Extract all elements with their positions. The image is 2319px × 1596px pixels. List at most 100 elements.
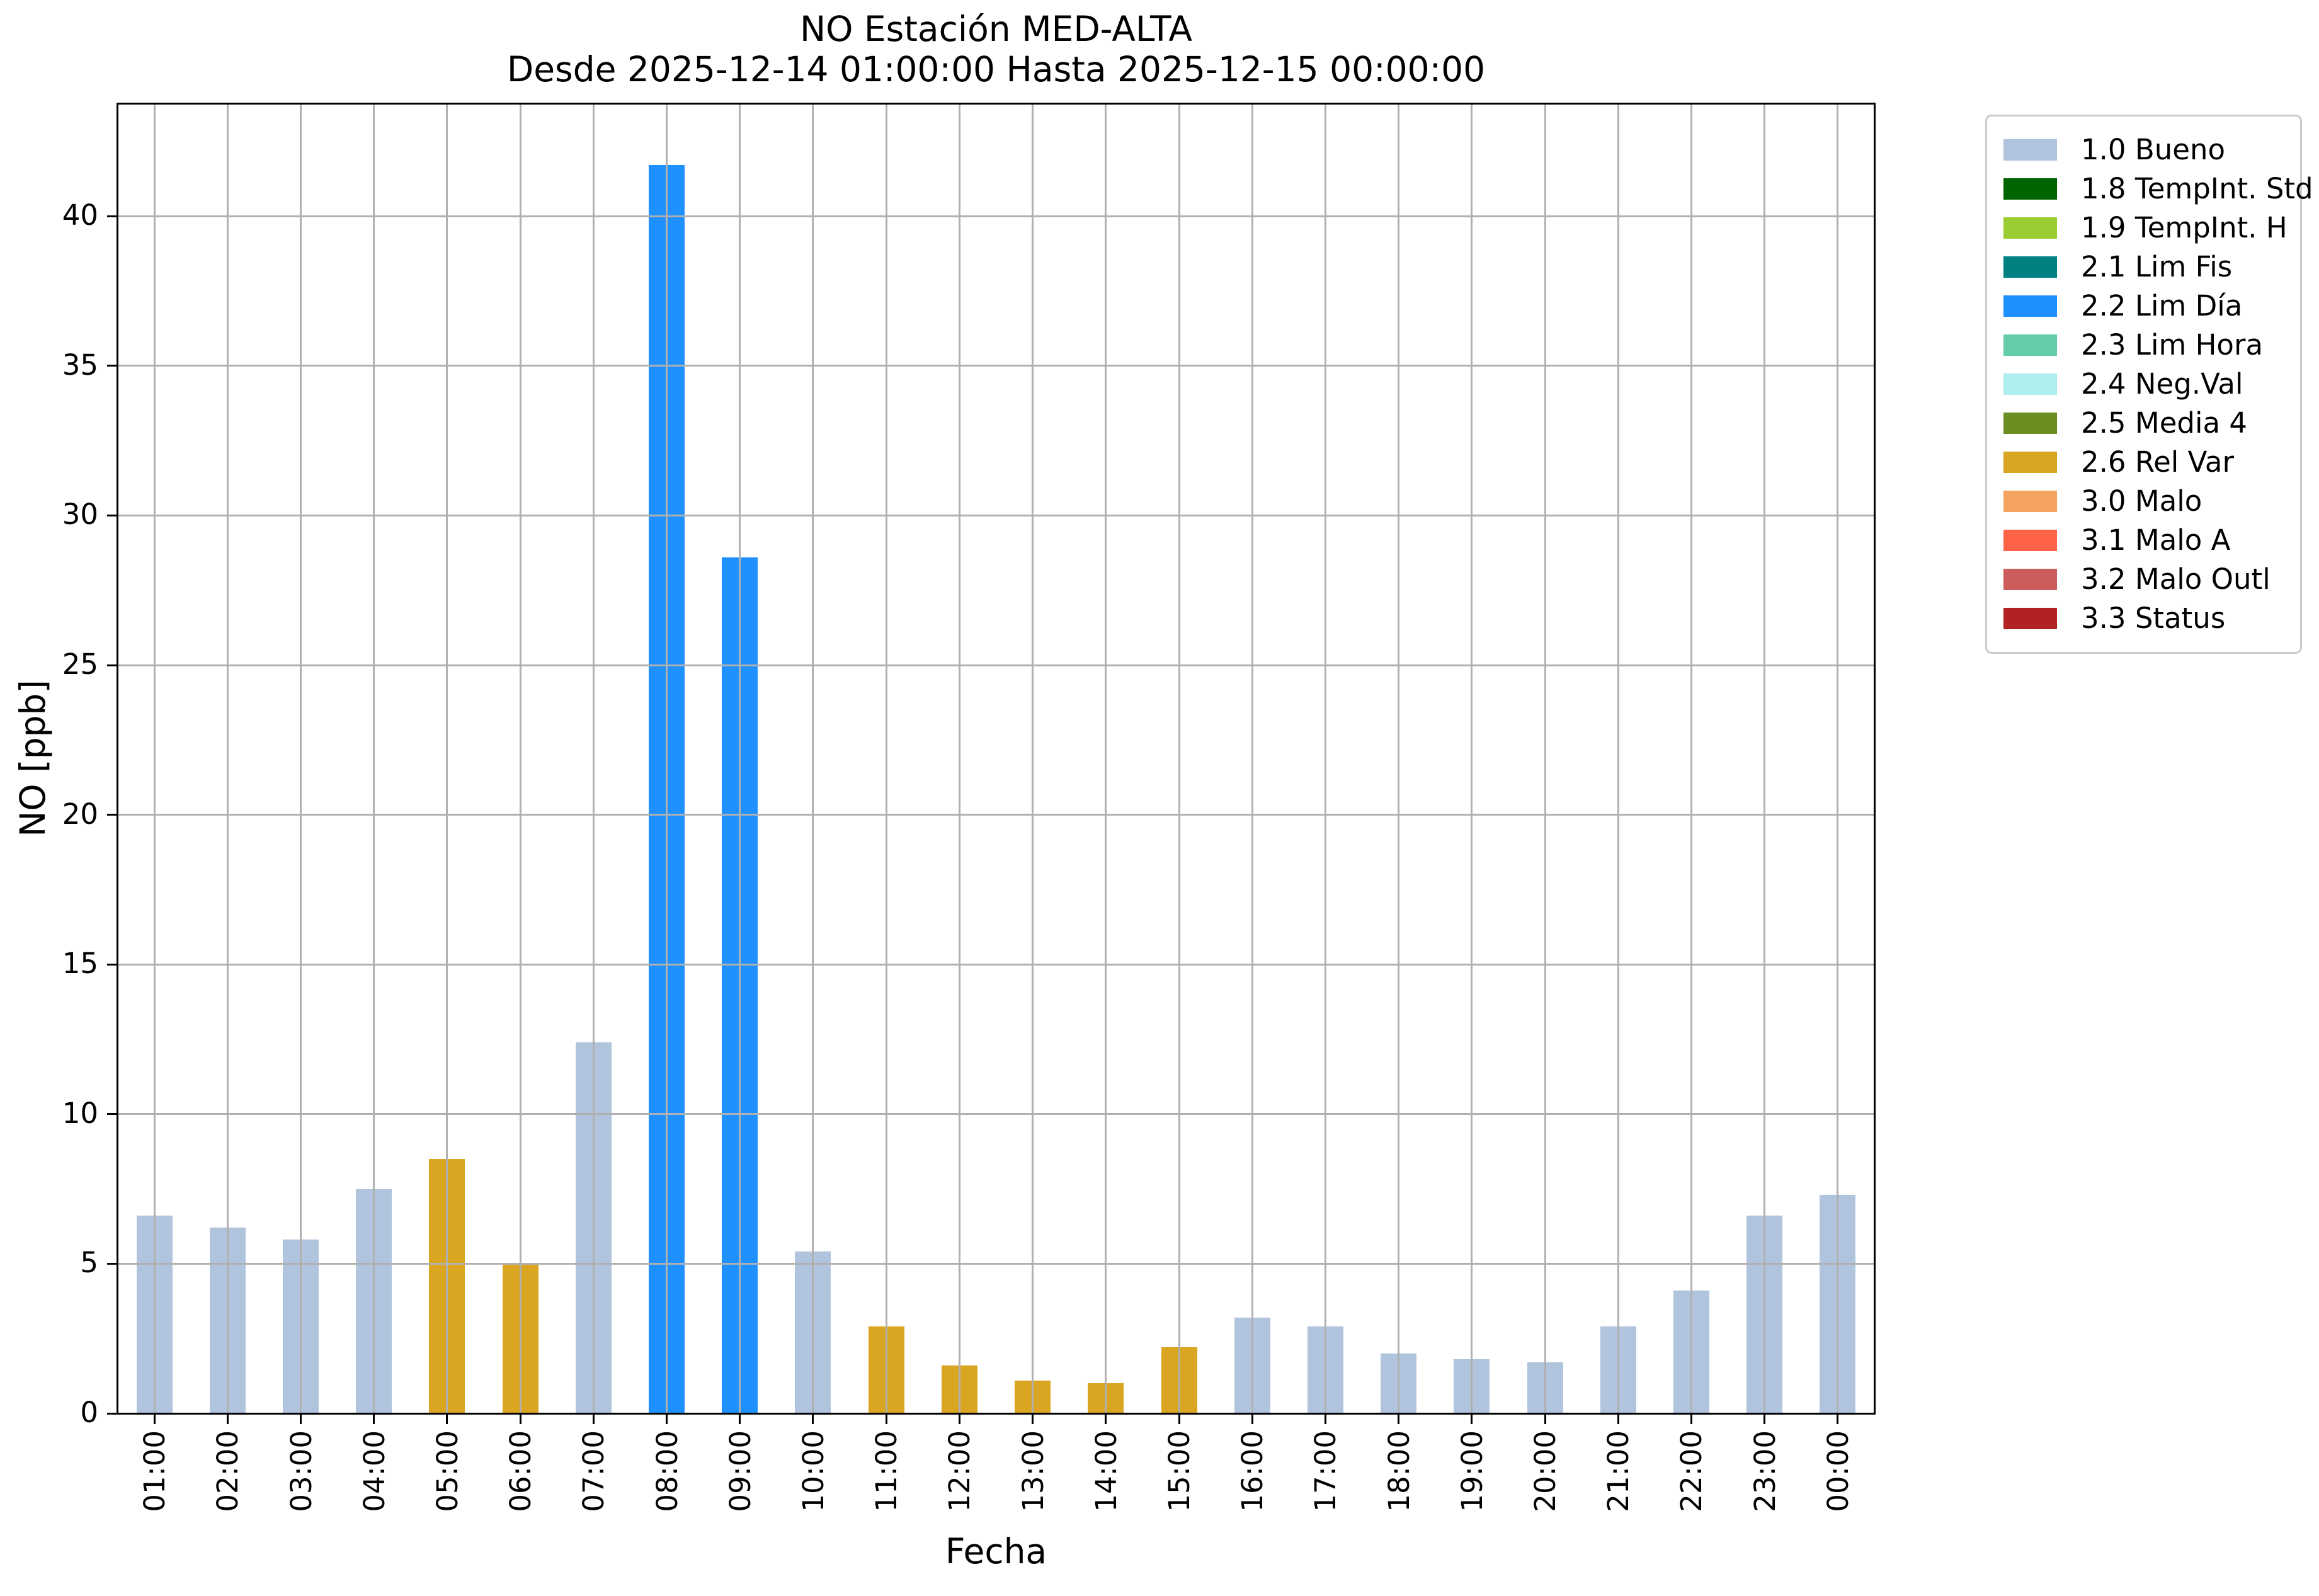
y-tick-label-40: 40: [62, 198, 98, 232]
title-block: NO Estación MED-ALTA Desde 2025-12-14 01…: [118, 9, 1874, 89]
gridline-v-10:00: [812, 104, 814, 1413]
x-tick-mark-11:00: [885, 1413, 887, 1424]
x-tick-mark-12:00: [958, 1413, 960, 1424]
chart-subtitle: Desde 2025-12-14 01:00:00 Hasta 2025-12-…: [506, 49, 1486, 89]
legend-swatch: [2003, 608, 2057, 629]
x-tick-mark-09:00: [739, 1413, 741, 1424]
gridline-v-17:00: [1324, 104, 1326, 1413]
legend-swatch: [2003, 295, 2057, 317]
legend-label: 1.0 Bueno: [2081, 133, 2225, 166]
legend-label: 1.9 TempInt. H: [2081, 211, 2288, 244]
gridline-v-02:00: [226, 104, 229, 1413]
grid-layer: [118, 104, 1874, 1413]
legend: 1.0 Bueno 1.8 TempInt. Std 1.9 TempInt. H 2…: [1985, 115, 2313, 654]
chart-title: NO Estación MED-ALTA: [800, 9, 1192, 49]
legend-label: 2.4 Neg.Val: [2081, 367, 2243, 401]
legend-label: 2.3 Lim Hora: [2081, 328, 2264, 362]
legend-swatch: [2003, 178, 2057, 200]
gridline-v-21:00: [1617, 104, 1619, 1413]
legend-label: 2.6 Rel Var: [2081, 445, 2234, 479]
y-tick-mark-20: [107, 814, 118, 816]
legend-item: 3.3 Status: [2003, 599, 2294, 638]
legend-swatch: [2003, 334, 2057, 356]
y-tick-label-25: 25: [62, 647, 98, 681]
legend-label: 3.0 Malo: [2081, 484, 2202, 518]
y-tick-label-30: 30: [62, 498, 98, 532]
x-tick-mark-21:00: [1617, 1413, 1619, 1424]
gridline-h-15: [118, 963, 1874, 966]
x-tick-mark-01:00: [153, 1413, 156, 1424]
gridline-v-19:00: [1471, 104, 1473, 1413]
gridline-v-04:00: [373, 104, 375, 1413]
gridline-v-09:00: [739, 104, 741, 1413]
plot-area: [117, 103, 1876, 1415]
gridline-v-13:00: [1032, 104, 1034, 1413]
y-tick-mark-10: [107, 1113, 118, 1115]
legend-item: 2.3 Lim Hora: [2003, 326, 2294, 365]
gridline-h-5: [118, 1262, 1874, 1265]
y-tick-label-5: 5: [80, 1246, 98, 1280]
x-tick-mark-22:00: [1690, 1413, 1692, 1424]
gridline-h-25: [118, 664, 1874, 666]
x-tick-mark-00:00: [1837, 1413, 1839, 1424]
gridline-v-16:00: [1251, 104, 1253, 1413]
x-tick-mark-20:00: [1544, 1413, 1546, 1424]
gridline-h-35: [118, 365, 1874, 367]
x-tick-mark-23:00: [1763, 1413, 1766, 1424]
gridline-v-06:00: [519, 104, 521, 1413]
y-tick-label-0: 0: [80, 1396, 98, 1429]
legend-item: 3.0 Malo: [2003, 482, 2294, 521]
x-tick-mark-02:00: [226, 1413, 229, 1424]
gridline-v-18:00: [1398, 104, 1400, 1413]
x-tick-mark-19:00: [1471, 1413, 1473, 1424]
legend-label: 2.1 Lim Fis: [2081, 250, 2233, 283]
y-tick-mark-40: [107, 215, 118, 217]
x-tick-mark-15:00: [1178, 1413, 1180, 1424]
y-tick-mark-15: [107, 963, 118, 966]
x-tick-mark-05:00: [446, 1413, 448, 1424]
legend-item: 1.8 TempInt. Std: [2003, 169, 2313, 208]
legend-swatch: [2003, 139, 2057, 161]
gridline-v-22:00: [1690, 104, 1692, 1413]
gridline-v-23:00: [1763, 104, 1766, 1413]
legend-swatch: [2003, 452, 2057, 473]
x-tick-mark-08:00: [666, 1413, 668, 1424]
legend-item: 3.1 Malo A: [2003, 521, 2294, 560]
legend-swatch: [2003, 256, 2057, 278]
y-tick-mark-25: [107, 664, 118, 666]
gridline-v-01:00: [153, 104, 156, 1413]
gridline-v-20:00: [1544, 104, 1546, 1413]
x-tick-mark-03:00: [300, 1413, 302, 1424]
x-tick-mark-14:00: [1105, 1413, 1107, 1424]
gridline-v-00:00: [1837, 104, 1839, 1413]
legend-label: 2.2 Lim Día: [2081, 289, 2243, 322]
gridline-h-30: [118, 514, 1874, 516]
legend-label: 3.2 Malo Outl: [2081, 562, 2271, 596]
legend-label: 1.8 TempInt. Std: [2081, 172, 2313, 205]
gridline-v-05:00: [446, 104, 448, 1413]
gridline-v-07:00: [592, 104, 595, 1413]
legend-item: 1.9 TempInt. H: [2003, 208, 2294, 248]
x-tick-mark-04:00: [373, 1413, 375, 1424]
legend-item: 2.6 Rel Var: [2003, 443, 2294, 482]
y-tick-label-35: 35: [62, 348, 98, 382]
y-tick-mark-30: [107, 514, 118, 516]
gridline-v-12:00: [958, 104, 960, 1413]
gridline-v-03:00: [300, 104, 302, 1413]
legend-item: 2.4 Neg.Val: [2003, 365, 2294, 404]
y-tick-label-15: 15: [62, 947, 98, 981]
x-tick-mark-10:00: [812, 1413, 814, 1424]
y-tick-mark-5: [107, 1262, 118, 1265]
legend-item: 2.5 Media 4: [2003, 404, 2294, 443]
gridline-h-40: [118, 215, 1874, 217]
y-tick-label-10: 10: [62, 1096, 98, 1130]
legend-label: 3.3 Status: [2081, 601, 2226, 635]
x-tick-mark-13:00: [1032, 1413, 1034, 1424]
legend-item: 1.0 Bueno: [2003, 130, 2294, 169]
gridline-v-15:00: [1178, 104, 1180, 1413]
legend-swatch: [2003, 491, 2057, 512]
x-tick-mark-16:00: [1251, 1413, 1253, 1424]
legend-swatch: [2003, 569, 2057, 590]
x-tick-mark-06:00: [519, 1413, 521, 1424]
